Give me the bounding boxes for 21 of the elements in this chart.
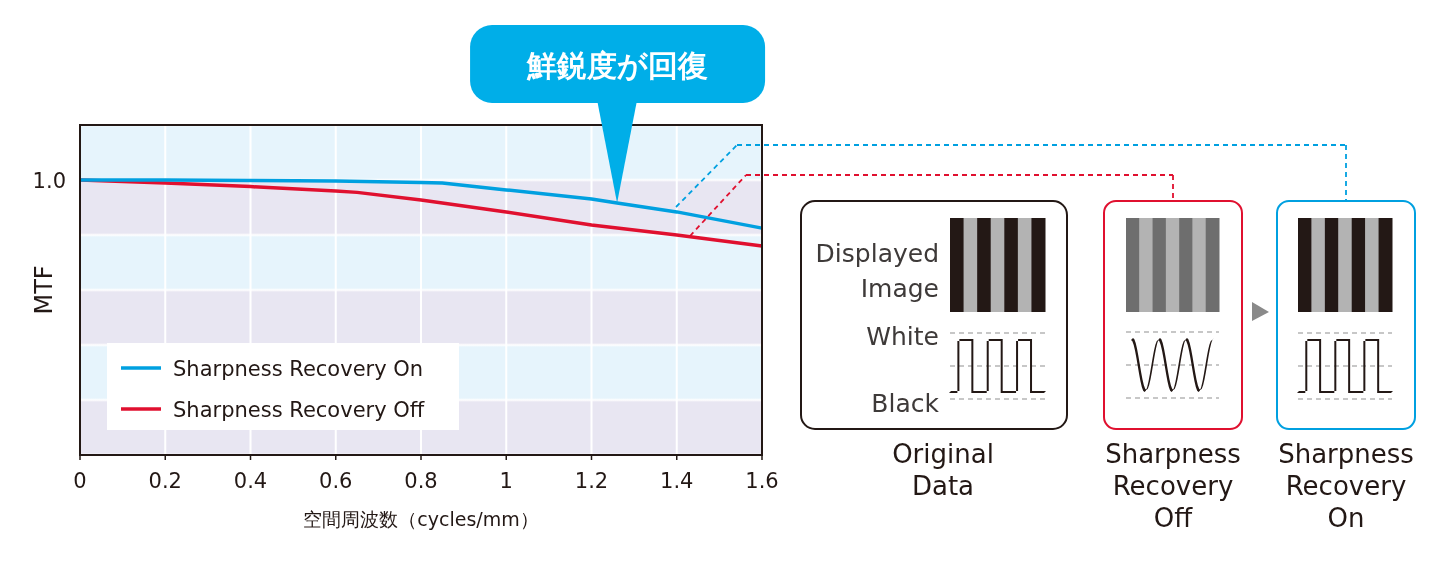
text: Displayed Image — [815, 239, 939, 303]
text: White — [866, 322, 939, 351]
x-axis-title: 空間周波数（cycles/mm） — [303, 508, 539, 530]
text: Original Data — [892, 439, 994, 501]
x-tick-label: 0.2 — [148, 469, 182, 493]
annotation: 鮮鋭度が回復 — [525, 48, 708, 83]
x-tick-label: 1.4 — [660, 469, 694, 493]
annotation: 1.0 — [32, 169, 66, 193]
x-tick-label: 1 — [499, 469, 513, 493]
legend-label: Sharpness Recovery On — [173, 357, 424, 381]
x-tick-label: 1.2 — [574, 469, 609, 493]
y-axis-title: MTF — [30, 265, 58, 315]
text: Sharpness Recovery Off — [1105, 439, 1241, 533]
x-tick-label: 0.4 — [233, 469, 268, 493]
x-tick-label: 1.6 — [745, 469, 779, 493]
x-tick-label: 0.8 — [404, 469, 438, 493]
legend-label: Sharpness Recovery Off — [173, 398, 425, 422]
x-tick-label: 0 — [73, 469, 87, 493]
text: Black — [871, 389, 940, 418]
x-tick-label: 0.6 — [319, 469, 353, 493]
text: Sharpness Recovery On — [1278, 439, 1414, 533]
